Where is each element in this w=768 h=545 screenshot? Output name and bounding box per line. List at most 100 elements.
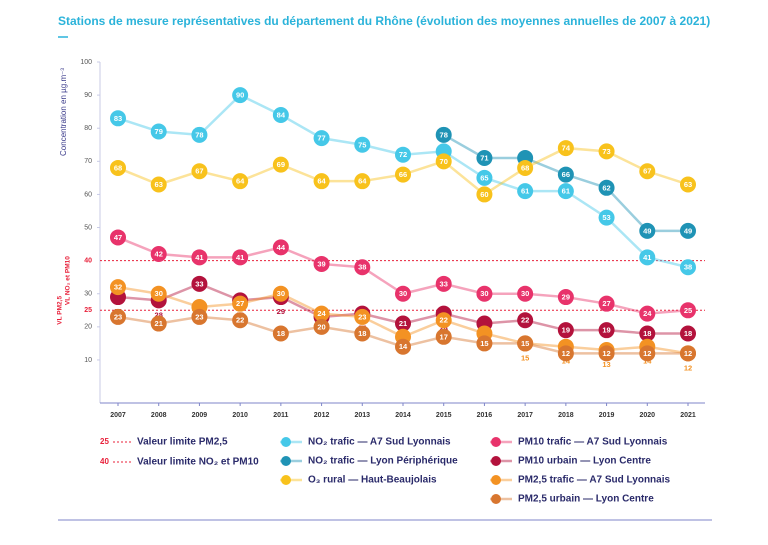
data-point: [639, 249, 656, 266]
x-tick-label: 2012: [314, 412, 330, 419]
x-tick-label: 2015: [436, 412, 452, 419]
data-label: 30: [399, 289, 407, 298]
y-tick-label: 10: [84, 357, 92, 364]
data-label: 64: [317, 177, 326, 186]
data-point: [272, 156, 289, 173]
data-label: 83: [114, 114, 122, 123]
data-point: [272, 325, 289, 342]
data-point: [598, 345, 615, 362]
data-point: [476, 186, 493, 203]
data-label: 12: [684, 349, 692, 358]
data-label: 41: [195, 253, 203, 262]
data-point: [598, 322, 615, 339]
data-label: 29: [562, 293, 570, 302]
data-point: [476, 150, 493, 167]
y-tick-label: 90: [84, 92, 92, 99]
data-point: [313, 255, 330, 272]
data-label: 19: [562, 326, 570, 335]
data-label: 74: [562, 144, 571, 153]
data-label: 12: [562, 349, 570, 358]
data-label: 30: [521, 289, 529, 298]
data-point: [476, 285, 493, 302]
data-label: 66: [562, 170, 570, 179]
data-point: [639, 305, 656, 322]
x-tick-label: 2014: [395, 412, 411, 419]
data-point: [354, 173, 371, 190]
legend-marker: [281, 456, 291, 466]
data-point: [395, 146, 411, 163]
data-label: 63: [684, 180, 692, 189]
data-label: 23: [195, 312, 203, 321]
legend-label: NO₂ trafic — Lyon Périphérique: [308, 456, 458, 467]
data-label: 30: [155, 289, 163, 298]
data-point: [354, 136, 371, 153]
x-tick-label: 2009: [192, 412, 208, 419]
data-label: 29: [277, 307, 285, 316]
x-tick-label: 2017: [517, 412, 533, 419]
legend-label: O₃ rural — Haut-Beaujolais: [308, 475, 437, 486]
data-point: [435, 153, 452, 170]
data-label: 62: [602, 183, 610, 192]
data-point: [232, 312, 249, 329]
data-label: 66: [399, 170, 407, 179]
data-point: [232, 295, 249, 312]
data-point: [395, 315, 411, 332]
data-label: 18: [358, 329, 366, 338]
data-label: 24: [643, 309, 652, 318]
data-point: [557, 183, 574, 200]
data-point: [680, 259, 696, 276]
x-tick-label: 2011: [273, 412, 288, 419]
data-label: 15: [521, 339, 529, 348]
data-label: 22: [521, 316, 529, 325]
legend-marker: [491, 437, 501, 447]
y-tick-label: 20: [84, 324, 92, 331]
data-label: 15: [480, 339, 488, 348]
data-label: 84: [277, 110, 286, 119]
data-point: [191, 308, 208, 325]
data-point: [639, 222, 656, 239]
data-point: [110, 110, 126, 127]
data-point: [150, 246, 167, 263]
data-point: [313, 305, 330, 322]
x-tick-label: 2010: [232, 412, 248, 419]
reference-value: 40: [84, 257, 92, 264]
data-label: 90: [236, 91, 244, 100]
data-label: 32: [114, 283, 122, 292]
data-point: [476, 335, 493, 352]
legend-label: PM10 urbain — Lyon Centre: [518, 456, 651, 467]
y-tick-label: 70: [84, 158, 92, 165]
data-point: [150, 315, 167, 332]
legend-marker: [491, 456, 501, 466]
data-label: 38: [358, 263, 366, 272]
legend-label: PM10 trafic — A7 Sud Lyonnais: [518, 437, 668, 448]
data-label: 67: [643, 167, 651, 176]
data-point: [150, 176, 167, 193]
data-point: [272, 106, 289, 123]
data-label: 39: [317, 259, 325, 268]
legend-label: PM2,5 trafic — A7 Sud Lyonnais: [518, 475, 671, 486]
data-label: 71: [480, 153, 488, 162]
data-point: [395, 338, 411, 355]
data-label: 20: [317, 322, 325, 331]
data-label: 65: [480, 173, 488, 182]
data-point: [191, 275, 208, 292]
legend-label: PM2,5 urbain — Lyon Centre: [518, 494, 654, 505]
data-point: [150, 285, 167, 302]
data-label: 64: [236, 177, 245, 186]
data-label: 68: [521, 163, 529, 172]
data-point: [435, 328, 452, 345]
data-label: 22: [440, 316, 448, 325]
data-label: 41: [236, 253, 244, 262]
data-point: [435, 275, 452, 292]
data-point: [232, 249, 249, 266]
data-point: [557, 345, 574, 362]
data-point: [191, 249, 208, 266]
reference-axis-label: VL NO₂ et PM10: [65, 256, 72, 305]
data-point: [557, 289, 574, 306]
data-point: [110, 229, 126, 246]
data-label: 33: [195, 279, 203, 288]
reference-axis-label: VL PM2,5: [57, 296, 64, 325]
data-label: 14: [399, 342, 408, 351]
data-point: [150, 123, 167, 140]
data-point: [517, 285, 534, 302]
